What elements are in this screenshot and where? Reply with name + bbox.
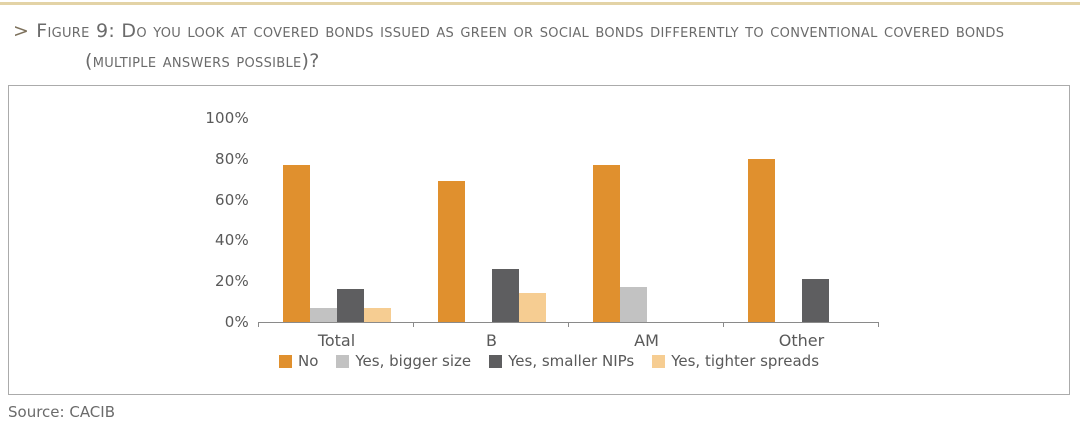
- bar-group-am: [569, 118, 724, 322]
- x-category-label: Total: [317, 331, 356, 350]
- bar-group-total: [259, 118, 414, 322]
- bar: [309, 307, 337, 322]
- bar: [801, 279, 829, 322]
- legend-label: Yes, tighter spreads: [671, 352, 820, 370]
- y-tick-label: 40%: [215, 231, 249, 250]
- bar: [619, 287, 647, 322]
- y-tick-label: 100%: [205, 109, 249, 127]
- legend-item: No: [278, 352, 319, 370]
- legend-swatch-icon: [336, 354, 350, 368]
- chevron-marker-icon: >: [13, 20, 30, 42]
- bar: [592, 164, 620, 322]
- legend-swatch-icon: [278, 354, 292, 368]
- x-axis-tick: [568, 322, 569, 327]
- y-tick-label: 20%: [215, 272, 249, 291]
- y-tick-label: 0%: [224, 313, 249, 331]
- legend-swatch-icon: [489, 354, 503, 368]
- legend: No Yes, bigger size Yes, smaller NIPs Yes, …: [239, 352, 859, 370]
- bar: [363, 307, 391, 322]
- x-axis-labels: Total B AM Other: [259, 331, 879, 350]
- x-category-label: B: [486, 331, 497, 350]
- figure-title-line2: (multiple answers possible)?: [85, 50, 320, 72]
- x-axis-tick: [878, 322, 879, 327]
- y-tick-label: 60%: [215, 190, 249, 209]
- chart-panel: 100% 80% 60% 40% 20% 0% Total B AM Other No Yes, …: [8, 85, 1070, 395]
- legend-label: No: [297, 352, 319, 370]
- bars-container: [259, 118, 879, 322]
- source-note: Source: CACIB: [8, 403, 115, 421]
- y-axis: 100% 80% 60% 40% 20% 0%: [9, 109, 249, 331]
- x-category-label: Other: [778, 331, 825, 350]
- plot-area: [258, 118, 879, 327]
- bar: [282, 164, 310, 322]
- x-axis-tick: [413, 322, 414, 327]
- bar-group-other: [724, 118, 879, 322]
- legend-swatch-icon: [652, 354, 666, 368]
- legend-label: Yes, bigger size: [355, 352, 472, 370]
- bar: [747, 158, 775, 322]
- x-axis-tick: [723, 322, 724, 327]
- legend-item: Yes, bigger size: [336, 352, 471, 370]
- figure-title-line1: > Figure 9: Do you look at covered bonds …: [13, 16, 1073, 46]
- bar: [518, 293, 546, 322]
- legend-label: Yes, smaller NIPs: [508, 352, 635, 370]
- x-axis-tick: [258, 322, 259, 327]
- y-tick-label: 80%: [215, 149, 249, 168]
- legend-item: Yes, tighter spreads: [652, 352, 819, 370]
- x-category-label: AM: [634, 331, 659, 350]
- bar-group-b: [414, 118, 569, 322]
- bar: [437, 181, 465, 322]
- figure-title-text: Figure 9: Do you look at covered bonds i…: [36, 20, 1005, 42]
- top-accent-rule: [0, 2, 1080, 5]
- figure-title: > Figure 9: Do you look at covered bonds …: [13, 16, 1073, 76]
- bar: [336, 289, 364, 322]
- bar: [491, 268, 519, 322]
- legend-item: Yes, smaller NIPs: [489, 352, 634, 370]
